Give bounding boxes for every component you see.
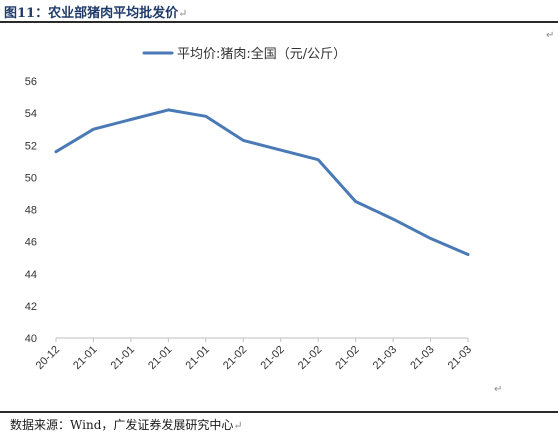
data-point [466,253,470,256]
x-tick-label: 21-01 [109,344,137,372]
y-tick-label: 42 [25,301,37,313]
x-tick-label: 21-02 [221,344,249,372]
x-axis: 20-12 21-01 21-01 21-01 21-01 21-02 21-02 21-02… [34,337,474,372]
y-tick-label: 40 [25,333,37,345]
x-tick-label: 21-03 [371,344,399,372]
x-tick-label: 21-02 [296,344,324,372]
y-tick-label: 44 [25,269,37,281]
data-point [391,217,395,221]
series-layer [54,108,470,256]
paragraph-mark-icon: ↵ [546,30,555,41]
series-line [54,108,470,256]
y-tick-label: 50 [25,172,37,184]
source-note: 数据来源：Wind，广发证券发展研究中心↵ [10,418,243,432]
top-divider [0,21,558,23]
paragraph-mark-icon: ↵ [178,7,188,20]
data-point [167,108,170,112]
x-tick-label: 21-03 [408,344,436,372]
paragraph-mark-icon: ↵ [494,384,503,395]
data-point [354,200,357,203]
x-tick-label: 20-12 [34,344,62,372]
x-tick-label: 21-01 [71,344,99,372]
y-tick-label: 48 [25,205,37,217]
y-tick-label: 56 [25,76,37,88]
data-point [242,139,245,142]
y-tick-label: 54 [25,108,37,120]
y-tick-label: 52 [25,140,37,152]
x-tick-label: 21-01 [184,344,212,372]
data-point [54,150,58,153]
x-tick-label: 21-02 [333,344,361,372]
x-tick-label: 21-03 [446,344,474,372]
x-tick-label: 21-01 [146,344,174,372]
paragraph-mark-icon: ↵ [233,419,243,432]
data-point [429,237,432,240]
data-point [279,148,282,152]
x-tick-label: 21-02 [258,344,286,372]
y-axis: 40 42 44 46 48 50 52 54 56 [25,76,37,345]
bottom-divider [0,411,558,413]
data-point [316,158,320,161]
legend-label: 平均价:猪肉:全国（元/公斤） [177,46,346,62]
y-tick-label: 46 [25,237,37,249]
chart-legend: 平均价:猪肉:全国（元/公斤） [142,46,346,62]
data-point [129,118,133,121]
data-point [204,115,208,118]
data-point [92,127,95,131]
figure-title: 图11：农业部猪肉平均批发价↵ [4,6,188,21]
